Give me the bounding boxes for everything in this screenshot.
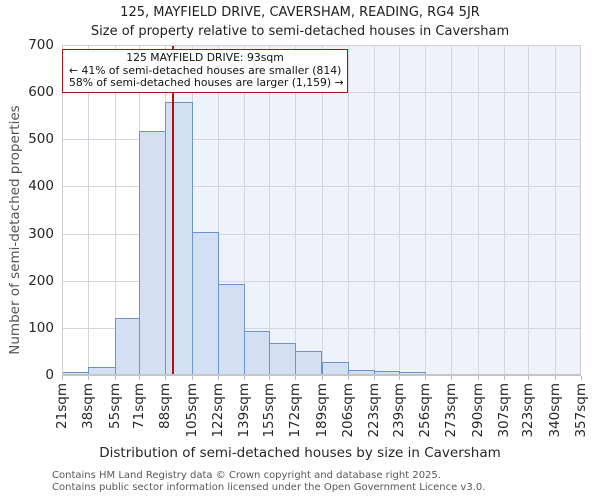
x-tick-label: 189sqm <box>313 383 330 438</box>
x-tick-label: 206sqm <box>339 383 356 438</box>
x-tick-mark <box>347 376 349 380</box>
x-tick-mark <box>503 376 505 380</box>
gridline-x <box>88 45 90 375</box>
histogram-bar <box>191 232 219 375</box>
x-tick-mark <box>244 376 246 380</box>
x-tick-mark <box>554 376 556 380</box>
x-tick-mark <box>218 376 219 380</box>
gridline-x <box>528 45 530 375</box>
property-marker-line <box>172 45 174 375</box>
gridline-x <box>424 45 426 375</box>
x-tick-mark <box>374 376 376 380</box>
gridline-x <box>477 45 479 375</box>
histogram-bar <box>114 317 141 375</box>
histogram-bar <box>244 330 270 375</box>
x-tick-label: 122sqm <box>210 383 226 438</box>
x-tick-mark <box>477 376 479 380</box>
y-tick-label: 700 <box>28 37 54 53</box>
x-axis-title: Distribution of semi-detached houses by … <box>99 445 501 461</box>
gridline-x <box>554 45 556 375</box>
annotation-larger-text: 58% of semi-detached houses are larger (… <box>69 76 344 89</box>
gridline-x <box>295 45 297 375</box>
gridline-x <box>244 45 246 375</box>
x-tick-label: 139sqm <box>236 383 253 438</box>
annotation-smaller-text: ← 41% of semi-detached houses are smalle… <box>69 63 342 77</box>
gridline-x <box>503 45 505 375</box>
footer-line-1: Contains HM Land Registry data © Crown c… <box>52 470 441 481</box>
y-tick-label: 300 <box>28 225 54 242</box>
chart-subtitle: Size of property relative to semi-detach… <box>90 24 510 39</box>
gridline-x <box>374 45 376 375</box>
x-tick-mark <box>139 376 141 380</box>
y-tick-label: 200 <box>28 272 54 289</box>
x-tick-mark <box>62 376 63 380</box>
x-tick-mark <box>528 376 530 380</box>
x-tick-label: 38sqm <box>80 383 97 429</box>
x-tick-mark <box>451 376 453 380</box>
gridline-x <box>321 45 323 375</box>
gridline-x <box>114 45 116 375</box>
plot-area <box>62 45 581 375</box>
x-tick-mark <box>114 376 116 380</box>
x-tick-mark <box>88 376 90 380</box>
y-tick-label: 0 <box>45 367 54 383</box>
x-tick-label: 256sqm <box>416 383 433 438</box>
footer-line-2: Contains public sector information licen… <box>52 481 486 493</box>
x-tick-mark <box>165 376 167 380</box>
x-tick-label: 172sqm <box>287 383 304 438</box>
y-tick-label: 500 <box>28 131 54 148</box>
y-tick-label: 600 <box>28 84 54 101</box>
histogram-bar <box>165 101 193 375</box>
x-tick-label: 273sqm <box>443 383 460 438</box>
y-tick-label: 100 <box>28 319 54 336</box>
histogram-bar <box>218 283 246 375</box>
x-tick-label: 340sqm <box>546 383 563 438</box>
x-tick-label: 71sqm <box>131 383 148 429</box>
x-tick-label: 155sqm <box>260 383 277 438</box>
gridline-x <box>347 45 349 375</box>
x-tick-label: 105sqm <box>183 383 200 438</box>
x-tick-mark <box>295 376 297 380</box>
x-tick-label: 223sqm <box>366 383 383 438</box>
x-tick-label: 21sqm <box>54 383 70 429</box>
gridline-x <box>218 45 219 375</box>
y-tick-label: 400 <box>28 178 54 195</box>
chart-title: 125, MAYFIELD DRIVE, CAVERSHAM, READING,… <box>120 5 480 20</box>
annotation-box: 125 MAYFIELD DRIVE: 93sqm ← 41% of semi-… <box>62 49 348 93</box>
gridline-x <box>398 45 400 375</box>
histogram-bar <box>139 131 167 375</box>
x-tick-label: 239sqm <box>390 383 407 438</box>
annotation-property-label: 125 MAYFIELD DRIVE: 93sqm <box>126 51 284 64</box>
x-tick-label: 307sqm <box>495 383 512 438</box>
x-tick-mark <box>321 376 323 380</box>
footer-attribution: Contains HM Land Registry data © Crown c… <box>52 470 485 493</box>
histogram-bar <box>268 342 297 375</box>
x-tick-label: 290sqm <box>469 383 486 438</box>
x-tick-mark <box>581 376 582 380</box>
histogram-bar <box>295 351 323 375</box>
x-tick-mark <box>268 376 270 380</box>
x-tick-label: 323sqm <box>520 383 537 438</box>
x-tick-mark <box>398 376 400 380</box>
x-tick-mark <box>191 376 193 380</box>
x-axis-line <box>62 374 581 376</box>
gridline-x <box>268 45 270 375</box>
gridline-x <box>451 45 453 375</box>
x-tick-mark <box>424 376 426 380</box>
x-tick-label: 88sqm <box>157 383 174 429</box>
x-tick-label: 357sqm <box>573 383 589 438</box>
x-tick-label: 55sqm <box>106 383 123 429</box>
